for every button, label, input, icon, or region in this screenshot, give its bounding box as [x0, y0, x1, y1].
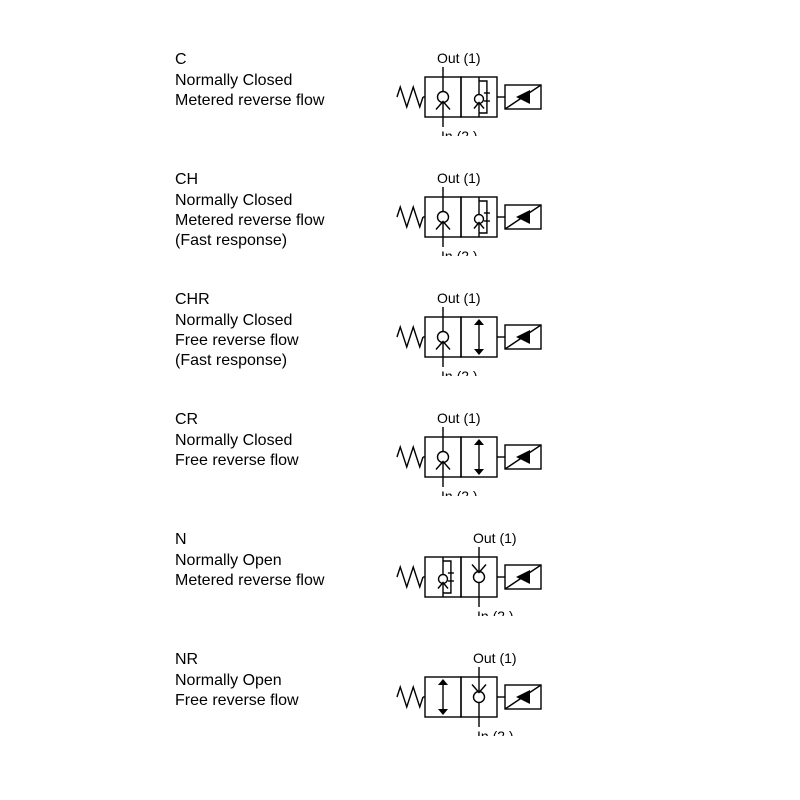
- valve-code: CR: [175, 410, 299, 430]
- valve-symbol: Out (1) In (2 ): [395, 406, 635, 496]
- svg-text:In (2 ): In (2 ): [441, 128, 478, 136]
- valve-desc-line: Metered reverse flow: [175, 571, 324, 591]
- svg-text:In (2 ): In (2 ): [441, 368, 478, 376]
- valve-desc-line: Normally Open: [175, 551, 324, 571]
- svg-text:Out (1): Out (1): [473, 530, 517, 546]
- valve-symbol: Out (1) In (2 ): [395, 286, 635, 376]
- valve-desc-line: Metered reverse flow: [175, 91, 324, 111]
- valve-symbol-wrap: Out (1) In (2 ): [395, 286, 635, 381]
- valve-symbol-wrap: Out (1) In (2 ): [395, 406, 635, 501]
- valve-code: N: [175, 530, 324, 550]
- valve-desc-line: Metered reverse flow: [175, 211, 324, 231]
- svg-text:In (2 ): In (2 ): [441, 488, 478, 496]
- valve-desc-line: Free reverse flow: [175, 451, 299, 471]
- valve-label: CRNormally ClosedFree reverse flow: [175, 410, 299, 471]
- valve-code: C: [175, 50, 324, 70]
- svg-text:In (2 ): In (2 ): [441, 248, 478, 256]
- valve-desc-line: Normally Closed: [175, 191, 324, 211]
- valve-desc-line: (Fast response): [175, 351, 299, 371]
- valve-desc-line: Free reverse flow: [175, 331, 299, 351]
- valve-symbol: Out (1) In (2 ): [395, 46, 635, 136]
- valve-symbol-wrap: Out (1) In (2 ): [395, 526, 635, 621]
- valve-desc-line: Free reverse flow: [175, 691, 299, 711]
- svg-text:Out (1): Out (1): [437, 290, 481, 306]
- valve-code: NR: [175, 650, 299, 670]
- valve-symbol-wrap: Out (1) In (2 ): [395, 646, 635, 741]
- valve-code: CH: [175, 170, 324, 190]
- svg-text:In (2 ): In (2 ): [477, 608, 514, 616]
- valve-desc-line: Normally Closed: [175, 431, 299, 451]
- valve-label: CNormally ClosedMetered reverse flow: [175, 50, 324, 111]
- svg-text:Out (1): Out (1): [437, 170, 481, 186]
- svg-text:Out (1): Out (1): [437, 410, 481, 426]
- valve-symbol-wrap: Out (1) In (2 ): [395, 166, 635, 261]
- svg-text:Out (1): Out (1): [437, 50, 481, 66]
- valve-label: CHRNormally ClosedFree reverse flow(Fast…: [175, 290, 299, 371]
- valve-symbol: Out (1) In (2 ): [395, 166, 635, 256]
- valve-label: NNormally OpenMetered reverse flow: [175, 530, 324, 591]
- valve-symbol: Out (1) In (2 ): [395, 526, 635, 616]
- svg-text:Out (1): Out (1): [473, 650, 517, 666]
- valve-code: CHR: [175, 290, 299, 310]
- valve-desc-line: (Fast response): [175, 231, 324, 251]
- valve-desc-line: Normally Open: [175, 671, 299, 691]
- valve-symbol-wrap: Out (1) In (2 ): [395, 46, 635, 141]
- valve-desc-line: Normally Closed: [175, 311, 299, 331]
- valve-symbol: Out (1) In (2 ): [395, 646, 635, 736]
- valve-desc-line: Normally Closed: [175, 71, 324, 91]
- valve-label: CHNormally ClosedMetered reverse flow(Fa…: [175, 170, 324, 251]
- valve-label: NRNormally OpenFree reverse flow: [175, 650, 299, 711]
- svg-text:In (2 ): In (2 ): [477, 728, 514, 736]
